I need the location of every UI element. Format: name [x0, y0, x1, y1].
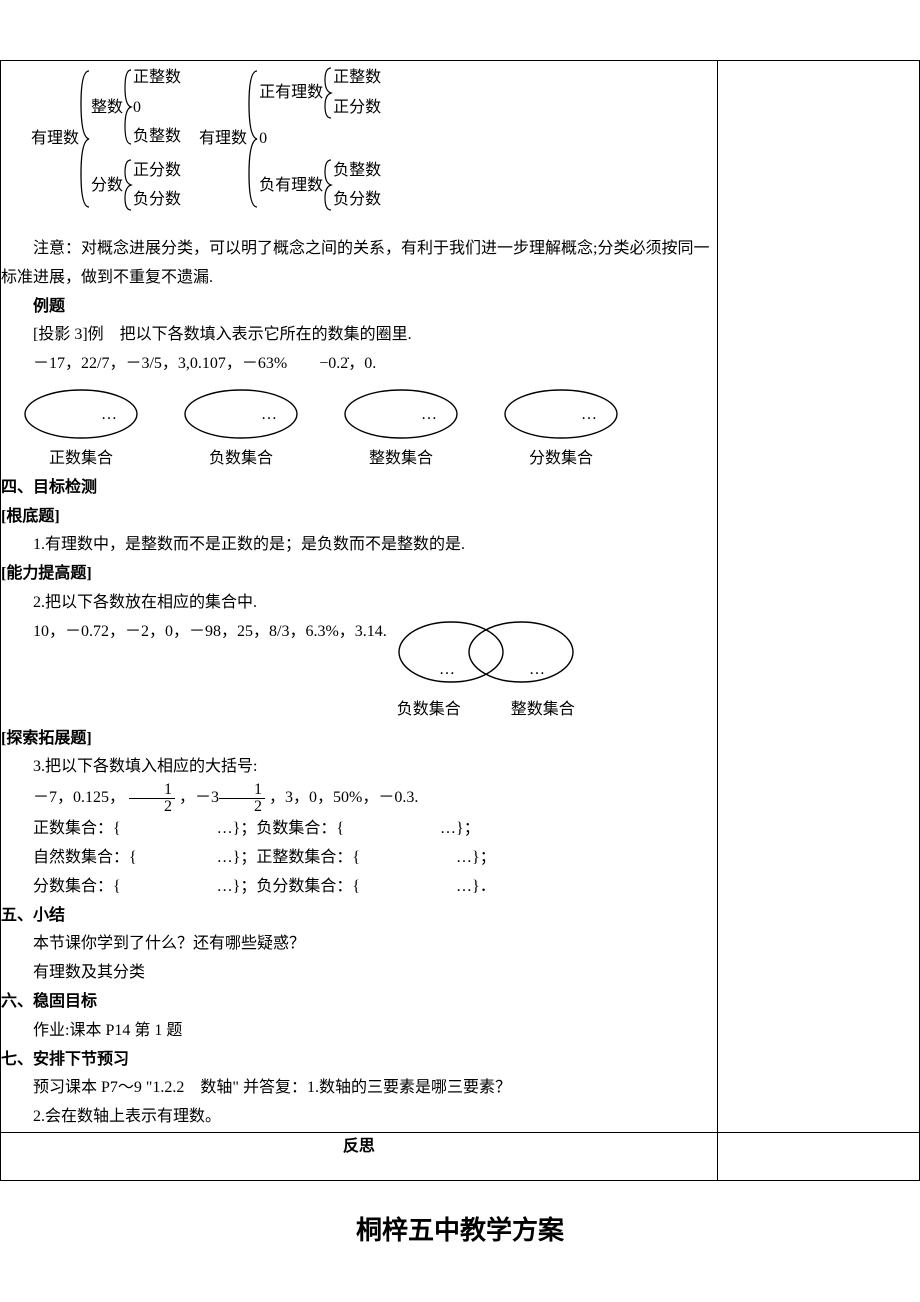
- dots: …: [101, 406, 117, 423]
- brace-icon: [79, 69, 91, 209]
- ability-label: [能力提高题]: [1, 560, 717, 589]
- set-caption: 负数集合: [209, 445, 273, 474]
- fraction-icon: 12: [129, 782, 175, 815]
- oval-icon: …: [501, 387, 621, 441]
- example-numbers: －17，22/7，－3/5，3,0.107，－63% −0.2̇，0.: [1, 350, 717, 379]
- example-intro: [投影 3]例 把以下各数填入表示它所在的数集的圈里.: [1, 321, 717, 350]
- q3-set-line: 自然数集合：{ …}；正整数集合：{ …}；: [1, 844, 717, 873]
- sec4-title: 四、目标检测: [1, 474, 717, 503]
- sec5-title: 五、小结: [1, 902, 717, 931]
- leaf-r-neg-frac: 负分数: [333, 185, 381, 215]
- four-set-ovals: … 正数集合 … 负数集合 … 整数集合 … 分数集合: [21, 387, 717, 474]
- reflect-body: [717, 1132, 919, 1180]
- sec7-l2: 2.会在数轴上表示有理数。: [1, 1103, 717, 1132]
- q3-prefix: －7，0.125，: [33, 789, 125, 806]
- leaf-r-pos-frac: 正分数: [333, 93, 381, 123]
- q2-numbers: 10，－0.72，－2，0，－98，25，8/3，6.3%，3.14.: [1, 618, 387, 647]
- brace-icon: [247, 69, 259, 209]
- tree-right-neg-label: 负有理数: [259, 173, 323, 199]
- note-text: 注意：对概念进展分类，可以明了概念之间的关系，有利于我们进一步理解概念;分类必须…: [1, 235, 717, 293]
- svg-text:…: …: [581, 406, 597, 423]
- q3: 3.把以下各数填入相应的大括号:: [1, 753, 717, 782]
- sec5-l1: 本节课你学到了什么？还有哪些疑惑？: [1, 930, 717, 959]
- tree-right-root: 有理数: [199, 125, 247, 154]
- q2: 2.把以下各数放在相应的集合中.: [1, 589, 717, 618]
- svg-text:…: …: [421, 406, 437, 423]
- leaf-neg-frac: 负分数: [133, 185, 181, 215]
- svg-text:…: …: [529, 661, 545, 678]
- set-caption: 分数集合: [529, 445, 593, 474]
- page-title: 桐梓五中教学方案: [0, 1207, 920, 1254]
- set-caption: 正数集合: [49, 445, 113, 474]
- venn-icon: … …: [391, 618, 581, 694]
- sec7-l1: 预习课本 P7～9 "1.2.2 数轴" 并答复：1.数轴的三要素是哪三要素？: [1, 1074, 717, 1103]
- tree-right-pos-label: 正有理数: [259, 80, 323, 106]
- brace-icon: [123, 68, 133, 146]
- leaf-neg-int: 负整数: [133, 122, 181, 152]
- tree-left-int-label: 整数: [91, 95, 123, 121]
- leaf-r-pos-int: 正整数: [333, 63, 381, 93]
- sec6-l1: 作业:课本 P14 第 1 题: [1, 1017, 717, 1046]
- fraction-icon: 12: [219, 782, 265, 815]
- q3-numbers: －7，0.125， 12 ，－312 ，3，0，50%，－0.3.: [1, 782, 717, 815]
- q3-suffix: ，3，0，50%，－0.3.: [269, 789, 418, 806]
- brace-icon: [323, 66, 333, 120]
- leaf-r-neg-int: 负整数: [333, 156, 381, 186]
- q3-set-line: 正数集合：{ …}；负数集合：{ …}；: [1, 815, 717, 844]
- venn-diagram: … … 负数集合 整数集合: [391, 618, 581, 725]
- margin-cell: [717, 61, 919, 1133]
- tree-left-frac-label: 分数: [91, 173, 123, 199]
- leaf-zero: 0: [133, 93, 181, 123]
- sec5-l2: 有理数及其分类: [1, 959, 717, 988]
- reflect-label: 反思: [1, 1132, 718, 1180]
- svg-text:…: …: [439, 661, 455, 678]
- base-label: [根底题]: [1, 503, 717, 532]
- leaf-r-zero: 0: [259, 124, 381, 154]
- leaf-pos-int: 正整数: [133, 63, 181, 93]
- leaf-pos-frac: 正分数: [133, 156, 181, 186]
- set-caption: 整数集合: [369, 445, 433, 474]
- q3-set-line: 分数集合：{ …}；负分数集合：{ …}．: [1, 873, 717, 902]
- content-table: 有理数 整数 正整数 0 负整数 分: [0, 60, 920, 1181]
- svg-text:…: …: [261, 406, 277, 423]
- venn-right-caption: 整数集合: [511, 696, 575, 725]
- tree-left-root: 有理数: [31, 125, 79, 154]
- q1: 1.有理数中，是整数而不是正数的是；是负数而不是整数的是.: [1, 531, 717, 560]
- brace-icon: [123, 158, 133, 212]
- oval-icon: …: [341, 387, 461, 441]
- venn-left-caption: 负数集合: [397, 696, 461, 725]
- oval-icon: …: [181, 387, 301, 441]
- sec6-title: 六、稳固目标: [1, 988, 717, 1017]
- sec7-title: 七、安排下节预习: [1, 1046, 717, 1075]
- explore-label: [探索拓展题]: [1, 725, 717, 754]
- q3-mid: ，－3: [179, 789, 219, 806]
- brace-icon: [323, 158, 333, 212]
- example-heading: 例题: [1, 293, 717, 322]
- classification-trees: 有理数 整数 正整数 0 负整数 分: [31, 61, 717, 217]
- oval-icon: …: [21, 387, 141, 441]
